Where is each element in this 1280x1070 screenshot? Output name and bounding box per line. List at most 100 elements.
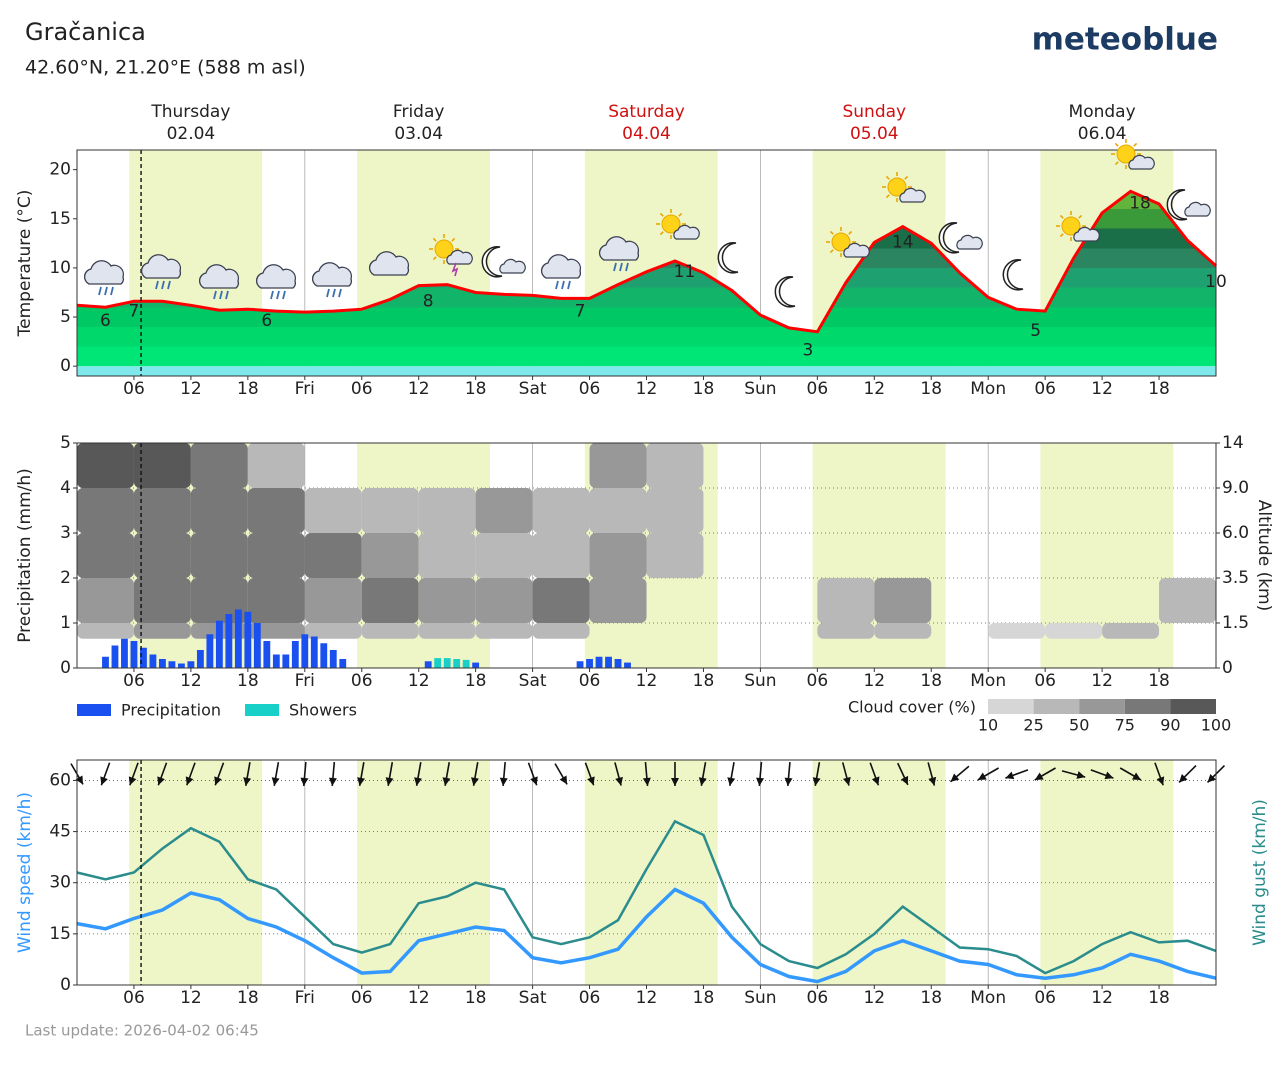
day-date: 05.04: [850, 124, 899, 144]
day-name: Thursday: [150, 102, 230, 122]
rain-icon: [110, 286, 114, 296]
logo: meteoblue: [1032, 22, 1218, 58]
sun-ray: [904, 175, 909, 180]
x-tick-label: 12: [863, 988, 885, 1008]
x-tick-label: 12: [863, 671, 885, 691]
precip-bar: [595, 656, 603, 668]
y-tick-label: 20: [49, 160, 71, 180]
wind-arrow: [927, 762, 937, 786]
arrow-head: [698, 777, 707, 786]
y-tick-label: 60: [49, 770, 71, 790]
wind-arrow: [357, 762, 365, 786]
sun-ray: [659, 212, 664, 217]
cloud-legend-label: 75: [1115, 716, 1135, 735]
x-tick-label: 18: [1148, 379, 1170, 399]
temperature-line: [76, 189, 1218, 334]
rain-icon: [98, 286, 102, 296]
sun-ray: [1114, 142, 1119, 147]
rain-icon: [555, 280, 559, 290]
wind-arrow: [727, 762, 736, 786]
coordinates: 42.60°N, 21.20°E (588 m asl): [25, 57, 306, 79]
rain-icon: [104, 286, 108, 296]
wind-arrow: [554, 763, 568, 785]
rain-icon: [155, 280, 159, 290]
y2-tick-label: 3.5: [1222, 568, 1249, 588]
x-tick-label: 18: [237, 671, 259, 691]
wind-arrow: [670, 762, 679, 786]
x-tick-label: 06: [123, 671, 145, 691]
cloud-cell: [418, 623, 476, 639]
temperature-label: 14: [892, 233, 914, 253]
rain-icon: [332, 288, 336, 298]
cloud-cell: [304, 578, 362, 623]
temperature-label: 7: [575, 301, 586, 321]
cloud-cell: [418, 488, 476, 533]
x-tick-label: 18: [920, 671, 942, 691]
sun-ray: [1078, 214, 1083, 219]
precip-bar: [472, 662, 480, 668]
wind-arrow: [1034, 767, 1056, 781]
wind-arrow: [812, 762, 821, 786]
temperature-label: 11: [674, 262, 696, 282]
cloud-icon: [1128, 154, 1155, 170]
wind-arrow: [1061, 770, 1086, 779]
wind-arrow: [185, 762, 196, 786]
day-date: 02.04: [167, 124, 216, 144]
x-tick-label: 18: [693, 988, 715, 1008]
cloud-legend-swatch: [988, 699, 1034, 714]
x-tick-label: 18: [237, 988, 259, 1008]
x-tick-label: 18: [693, 671, 715, 691]
cloud-legend-swatch: [1079, 699, 1125, 714]
wind-arrow: [214, 762, 225, 786]
x-tick-label: 18: [1148, 988, 1170, 1008]
precip-bar: [225, 614, 233, 668]
x-tick-label: 12: [180, 988, 202, 1008]
arrow-head: [300, 777, 309, 786]
x-tick-label: Mon: [970, 379, 1006, 399]
x-tick-label: 06: [807, 379, 829, 399]
cloud-cell: [817, 623, 875, 639]
cloud-icon: [446, 249, 473, 265]
wind-arrow: [442, 762, 451, 786]
precip-bar: [130, 641, 138, 668]
x-tick-label: 12: [636, 988, 658, 1008]
y-tick-label: 45: [49, 822, 71, 842]
day-name: Saturday: [608, 102, 685, 122]
arrow-head: [950, 773, 960, 782]
sun-icon: [1116, 144, 1136, 164]
rain-icon: [338, 288, 342, 298]
sun-ray: [1114, 161, 1119, 166]
cloud-cell: [190, 533, 248, 578]
x-tick-label: 06: [1034, 988, 1056, 1008]
x-tick-label: 18: [465, 988, 487, 1008]
arrow-head: [784, 777, 793, 786]
arrow-head: [1104, 771, 1114, 780]
cloud-cell: [589, 533, 647, 578]
cloud-cell: [304, 623, 362, 639]
x-tick-label: Sun: [744, 671, 776, 691]
arrow-head: [977, 772, 987, 780]
precip-bar: [253, 623, 261, 668]
daylight-band: [812, 760, 946, 985]
cloud-cell: [874, 578, 932, 623]
arrow-head: [642, 777, 651, 786]
wind-arrow: [157, 762, 168, 786]
sun-icon: [1061, 216, 1081, 236]
precip-bar: [586, 659, 593, 668]
wind-arrow: [1154, 762, 1165, 786]
precip-bar: [206, 634, 214, 668]
cloud-cell: [475, 533, 533, 578]
arrow-head: [75, 775, 83, 785]
day-name: Sunday: [842, 102, 906, 122]
cloud-cell: [589, 488, 647, 533]
wind-arrow: [499, 761, 508, 787]
precip-bar: [462, 659, 470, 668]
temperature-label: 3: [802, 341, 813, 361]
x-tick-label: 12: [408, 671, 430, 691]
cloud-cell: [646, 488, 704, 533]
moon-icon: [481, 246, 503, 278]
precip-bar: [244, 611, 252, 668]
arrow-head: [214, 776, 222, 786]
day-date: 04.04: [622, 124, 671, 144]
